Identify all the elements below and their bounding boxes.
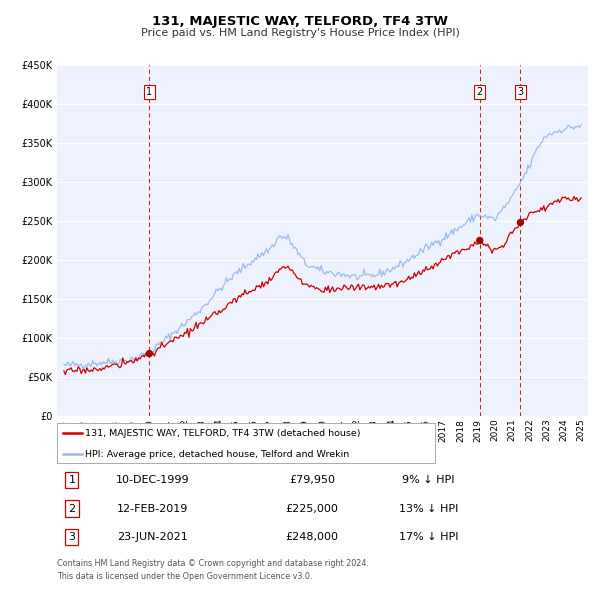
Text: Price paid vs. HM Land Registry's House Price Index (HPI): Price paid vs. HM Land Registry's House …	[140, 28, 460, 38]
Text: 1: 1	[146, 87, 152, 97]
Text: 10-DEC-1999: 10-DEC-1999	[116, 476, 190, 485]
Text: 131, MAJESTIC WAY, TELFORD, TF4 3TW: 131, MAJESTIC WAY, TELFORD, TF4 3TW	[152, 15, 448, 28]
Text: HPI: Average price, detached house, Telford and Wrekin: HPI: Average price, detached house, Telf…	[85, 450, 350, 459]
Text: 3: 3	[517, 87, 523, 97]
Point	[515, 218, 525, 227]
Text: £248,000: £248,000	[286, 532, 338, 542]
Text: 2: 2	[476, 87, 483, 97]
Text: 13% ↓ HPI: 13% ↓ HPI	[399, 504, 458, 513]
Text: 131, MAJESTIC WAY, TELFORD, TF4 3TW (detached house): 131, MAJESTIC WAY, TELFORD, TF4 3TW (det…	[85, 428, 361, 438]
Text: 9% ↓ HPI: 9% ↓ HPI	[403, 476, 455, 485]
Text: This data is licensed under the Open Government Licence v3.0.: This data is licensed under the Open Gov…	[57, 572, 313, 581]
Point	[145, 349, 154, 358]
Text: 2: 2	[68, 504, 76, 513]
Text: 23-JUN-2021: 23-JUN-2021	[117, 532, 188, 542]
Point	[475, 236, 485, 245]
Text: Contains HM Land Registry data © Crown copyright and database right 2024.: Contains HM Land Registry data © Crown c…	[57, 559, 369, 568]
Text: 17% ↓ HPI: 17% ↓ HPI	[399, 532, 458, 542]
Text: £79,950: £79,950	[289, 476, 335, 485]
Text: 3: 3	[68, 532, 76, 542]
Text: 1: 1	[68, 476, 76, 485]
Text: £225,000: £225,000	[286, 504, 338, 513]
Text: 12-FEB-2019: 12-FEB-2019	[117, 504, 188, 513]
